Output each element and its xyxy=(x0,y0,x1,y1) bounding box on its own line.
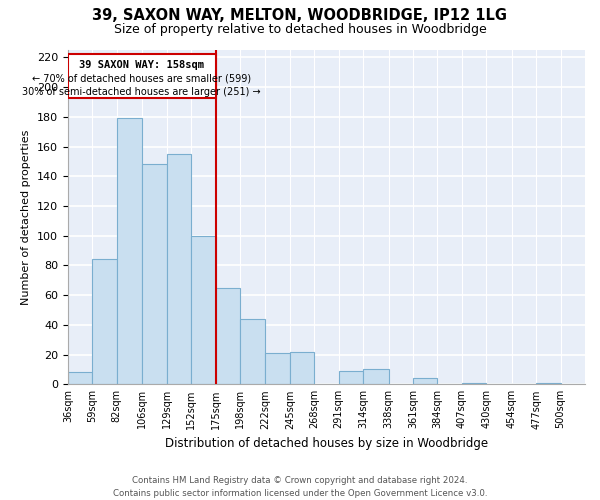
Bar xyxy=(92,260,117,384)
Bar xyxy=(215,288,240,384)
Y-axis label: Number of detached properties: Number of detached properties xyxy=(22,130,31,305)
Bar xyxy=(117,118,142,384)
Bar xyxy=(290,352,314,384)
Bar xyxy=(265,353,290,384)
X-axis label: Distribution of detached houses by size in Woodbridge: Distribution of detached houses by size … xyxy=(165,437,488,450)
Text: Contains HM Land Registry data © Crown copyright and database right 2024.
Contai: Contains HM Land Registry data © Crown c… xyxy=(113,476,487,498)
Bar xyxy=(68,372,92,384)
FancyBboxPatch shape xyxy=(68,54,215,98)
Bar xyxy=(191,236,215,384)
Bar xyxy=(142,164,167,384)
Bar xyxy=(338,371,363,384)
Bar xyxy=(167,154,191,384)
Bar xyxy=(462,383,486,384)
Text: ← 70% of detached houses are smaller (599): ← 70% of detached houses are smaller (59… xyxy=(32,74,251,84)
Bar xyxy=(536,383,560,384)
Bar xyxy=(413,378,437,384)
Text: Size of property relative to detached houses in Woodbridge: Size of property relative to detached ho… xyxy=(113,22,487,36)
Bar xyxy=(240,319,265,384)
Text: 30% of semi-detached houses are larger (251) →: 30% of semi-detached houses are larger (… xyxy=(22,87,261,97)
Text: 39, SAXON WAY, MELTON, WOODBRIDGE, IP12 1LG: 39, SAXON WAY, MELTON, WOODBRIDGE, IP12 … xyxy=(92,8,508,22)
Text: 39 SAXON WAY: 158sqm: 39 SAXON WAY: 158sqm xyxy=(79,60,204,70)
Bar xyxy=(363,370,389,384)
